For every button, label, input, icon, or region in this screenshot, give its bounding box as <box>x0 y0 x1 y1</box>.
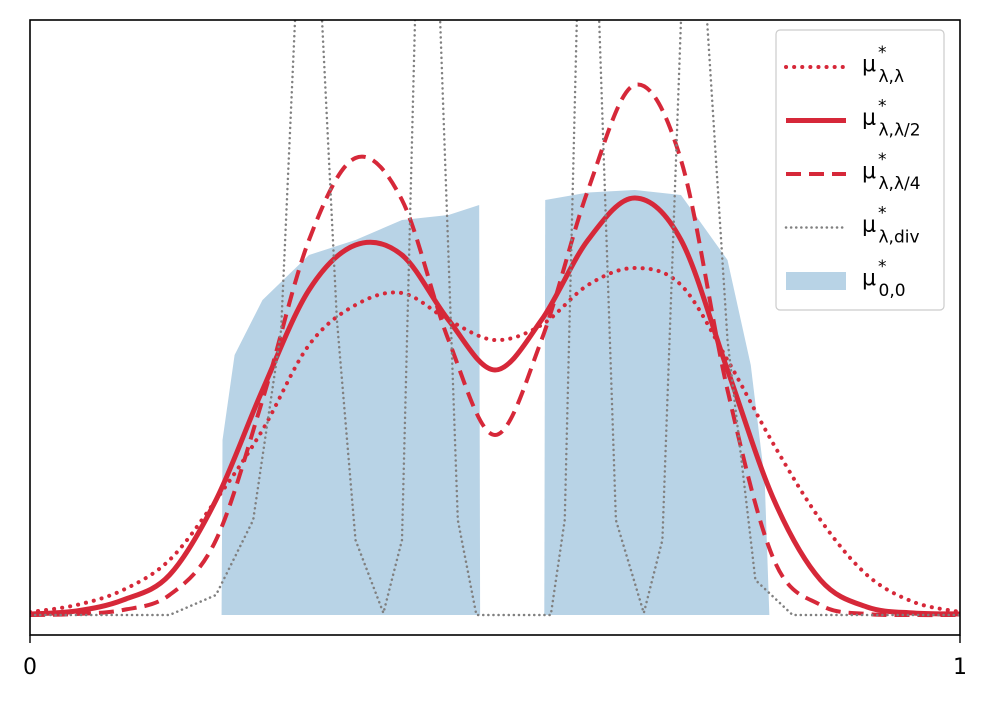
x-tick-label: 0 <box>23 655 37 680</box>
x-tick-label: 1 <box>953 655 967 680</box>
line <box>30 195 960 617</box>
legend-swatch <box>786 272 846 290</box>
line <box>30 20 960 617</box>
line <box>30 266 960 614</box>
legend-label: μ * λ,λ/2 <box>862 97 921 141</box>
axes-frame <box>29 19 961 636</box>
line <box>30 82 960 618</box>
area <box>221 205 481 615</box>
legend: μ * λ,λ μ * λ,λ/2 μ * λ,λ/4 μ * λ,div μ * 0,0 <box>775 29 945 311</box>
area <box>544 190 770 615</box>
legend-label: μ * λ,div <box>862 204 920 248</box>
legend-label: μ * 0,0 <box>862 257 906 301</box>
legend-label: μ * λ,λ/4 <box>862 150 921 194</box>
legend-label: μ * λ,λ <box>862 43 904 87</box>
plot-area <box>30 20 960 618</box>
legend-frame <box>775 29 945 311</box>
